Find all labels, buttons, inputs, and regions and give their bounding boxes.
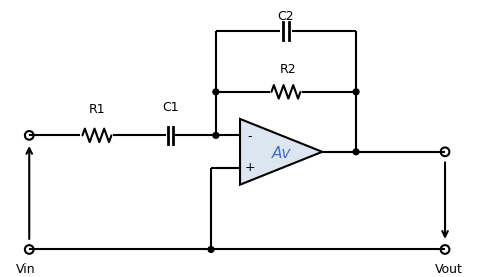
Circle shape <box>353 149 359 155</box>
Text: C2: C2 <box>278 10 295 23</box>
Text: Vin: Vin <box>15 263 35 276</box>
Text: R1: R1 <box>89 103 105 116</box>
Text: -: - <box>247 130 252 143</box>
Text: R2: R2 <box>280 63 296 76</box>
Circle shape <box>208 247 214 252</box>
Text: C1: C1 <box>162 101 179 114</box>
Circle shape <box>213 132 219 138</box>
Circle shape <box>213 89 219 95</box>
Text: +: + <box>244 161 255 174</box>
Text: Vout: Vout <box>435 263 463 276</box>
Polygon shape <box>240 119 322 185</box>
Circle shape <box>353 89 359 95</box>
Text: Av: Av <box>272 146 292 161</box>
